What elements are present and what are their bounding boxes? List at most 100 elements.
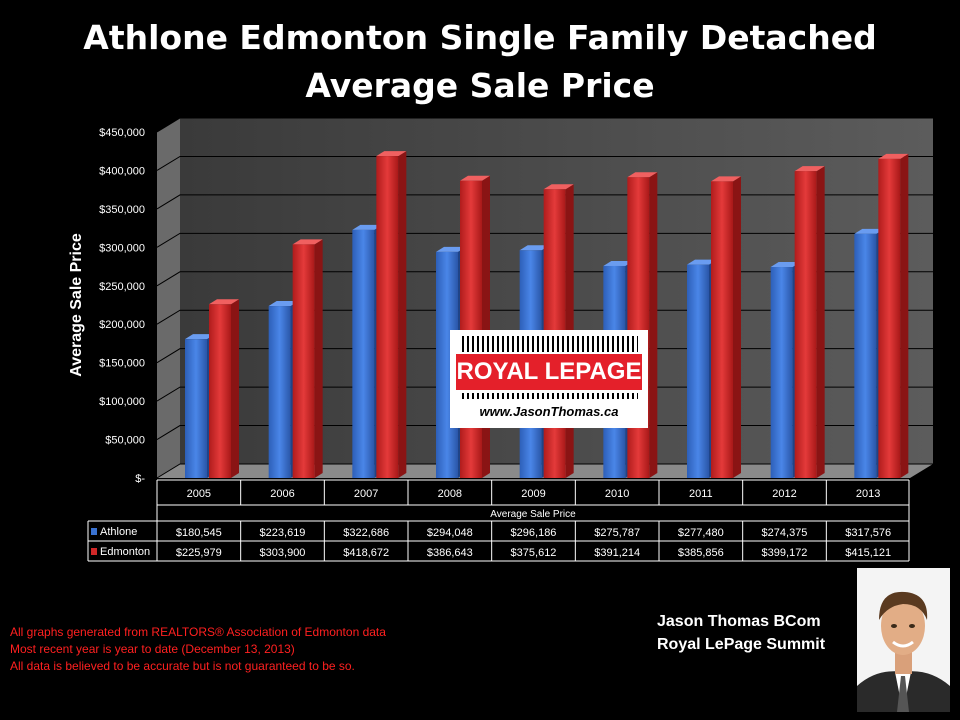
bar-top-athlone-2011 bbox=[687, 259, 717, 265]
y-gridline bbox=[156, 271, 933, 287]
data-label-edmonton: $391,214 bbox=[594, 547, 640, 559]
bar-side-edmonton-2012 bbox=[816, 166, 825, 478]
note-line: All graphs generated from REALTORS® Asso… bbox=[10, 625, 386, 639]
chart-side-wall bbox=[157, 118, 180, 478]
data-label-edmonton: $386,643 bbox=[427, 547, 473, 559]
bar-top-athlone-2005 bbox=[185, 334, 215, 340]
bar-side-edmonton-2008 bbox=[482, 175, 490, 479]
legend-label-edmonton: Edmonton bbox=[100, 546, 150, 558]
data-label-athlone: $223,619 bbox=[260, 527, 306, 539]
bar-athlone-2006 bbox=[268, 306, 291, 478]
y-tick-label: $450,000 bbox=[99, 127, 145, 139]
x-tick-label: 2013 bbox=[856, 488, 880, 500]
bar-top-edmonton-2013 bbox=[878, 153, 909, 159]
x-tick-label: 2011 bbox=[689, 488, 713, 500]
data-label-athlone: $274,375 bbox=[762, 527, 808, 539]
bar-side-edmonton-2011 bbox=[733, 176, 741, 478]
y-tick-label: $400,000 bbox=[99, 165, 145, 177]
chart-title-line2: Average Sale Price bbox=[305, 66, 655, 105]
agent-name: Jason Thomas BCom bbox=[657, 613, 821, 630]
y-gridline bbox=[156, 232, 933, 248]
bar-top-athlone-2012 bbox=[770, 262, 801, 268]
chart-title: Athlone Edmonton Single Family Detached … bbox=[0, 14, 960, 110]
logo-stripes-top bbox=[462, 336, 638, 352]
bar-top-edmonton-2011 bbox=[711, 176, 741, 182]
bar-edmonton-2010 bbox=[627, 177, 650, 479]
bar-side-edmonton-2010 bbox=[649, 172, 658, 479]
y-tick-label: $100,000 bbox=[99, 396, 145, 408]
bar-top-athlone-2009 bbox=[519, 245, 550, 251]
y-gridline bbox=[156, 386, 933, 402]
data-label-athlone: $180,545 bbox=[176, 527, 222, 539]
data-label-edmonton: $418,672 bbox=[343, 547, 389, 559]
bar-top-athlone-2007 bbox=[352, 224, 383, 230]
bar-athlone-2013 bbox=[854, 233, 877, 478]
bar-athlone-2007 bbox=[352, 229, 375, 478]
x-tick-label: 2008 bbox=[438, 488, 462, 500]
x-tick-label: 2006 bbox=[270, 488, 294, 500]
bar-top-athlone-2010 bbox=[603, 260, 634, 266]
bar-top-edmonton-2006 bbox=[292, 239, 323, 245]
data-label-edmonton: $375,612 bbox=[511, 547, 557, 559]
bar-edmonton-2007 bbox=[376, 156, 399, 478]
data-label-athlone: $317,576 bbox=[845, 527, 891, 539]
bar-athlone-2005 bbox=[185, 339, 207, 478]
data-label-athlone: $294,048 bbox=[427, 527, 473, 539]
bar-athlone-2012 bbox=[770, 267, 793, 478]
x-tick-label: 2007 bbox=[354, 488, 378, 500]
y-tick-label: $- bbox=[135, 473, 145, 485]
bar-top-athlone-2008 bbox=[436, 246, 466, 252]
y-gridline bbox=[156, 155, 933, 171]
bar-edmonton-2006 bbox=[292, 244, 315, 478]
y-gridline bbox=[156, 117, 933, 133]
note-line: Most recent year is year to date (Decemb… bbox=[10, 642, 295, 656]
bar-side-edmonton-2013 bbox=[900, 153, 909, 479]
y-tick-label: $350,000 bbox=[99, 204, 145, 216]
logo-brand-text: ROYAL LEPAGE bbox=[456, 354, 642, 390]
data-label-edmonton: $385,856 bbox=[678, 547, 724, 559]
agent-signature: Jason Thomas BCom Royal LePage Summit bbox=[657, 610, 825, 656]
legend-swatch-athlone bbox=[91, 528, 97, 535]
y-gridline bbox=[156, 348, 933, 364]
bar-top-edmonton-2009 bbox=[543, 184, 574, 190]
data-label-edmonton: $399,172 bbox=[762, 547, 808, 559]
agent-photo bbox=[857, 568, 950, 712]
bar-top-edmonton-2012 bbox=[794, 166, 825, 172]
x-axis-title: Average Sale Price bbox=[490, 509, 576, 520]
bar-side-edmonton-2005 bbox=[231, 299, 239, 478]
bar-side-edmonton-2006 bbox=[314, 239, 323, 478]
y-gridline bbox=[156, 194, 933, 210]
y-gridline bbox=[156, 309, 933, 325]
y-tick-label: $250,000 bbox=[99, 281, 145, 293]
agent-company: Royal LePage Summit bbox=[657, 636, 826, 653]
data-label-edmonton: $225,979 bbox=[176, 547, 222, 559]
bar-top-athlone-2006 bbox=[268, 301, 299, 307]
bar-edmonton-2011 bbox=[711, 181, 733, 478]
data-label-athlone: $322,686 bbox=[343, 527, 389, 539]
x-tick-label: 2010 bbox=[605, 488, 629, 500]
y-gridline bbox=[156, 425, 933, 440]
bar-edmonton-2013 bbox=[878, 158, 901, 479]
data-label-edmonton: $303,900 bbox=[260, 547, 306, 559]
x-tick-label: 2009 bbox=[521, 488, 545, 500]
x-tick-label: 2012 bbox=[772, 488, 796, 500]
y-tick-label: $300,000 bbox=[99, 242, 145, 254]
chart-title-line1: Athlone Edmonton Single Family Detached bbox=[83, 18, 877, 57]
bar-edmonton-2012 bbox=[794, 171, 817, 478]
bar-top-edmonton-2010 bbox=[627, 172, 658, 178]
y-tick-label: $150,000 bbox=[99, 358, 145, 370]
disclaimer-notes: All graphs generated from REALTORS® Asso… bbox=[10, 624, 386, 675]
y-tick-label: $200,000 bbox=[99, 319, 145, 331]
bar-side-edmonton-2007 bbox=[398, 151, 407, 478]
logo-url: www.JasonThomas.ca bbox=[479, 404, 619, 419]
data-label-athlone: $275,787 bbox=[594, 527, 640, 539]
note-line: All data is believed to be accurate but … bbox=[10, 659, 355, 673]
bar-edmonton-2005 bbox=[209, 304, 231, 478]
y-axis-title: Average Sale Price bbox=[68, 233, 85, 377]
bar-athlone-2011 bbox=[687, 264, 709, 478]
data-label-edmonton: $415,121 bbox=[845, 547, 891, 559]
bar-top-edmonton-2007 bbox=[376, 151, 407, 157]
bar-top-athlone-2013 bbox=[854, 228, 885, 234]
y-gridline bbox=[156, 463, 933, 479]
y-tick-label: $50,000 bbox=[105, 435, 145, 447]
